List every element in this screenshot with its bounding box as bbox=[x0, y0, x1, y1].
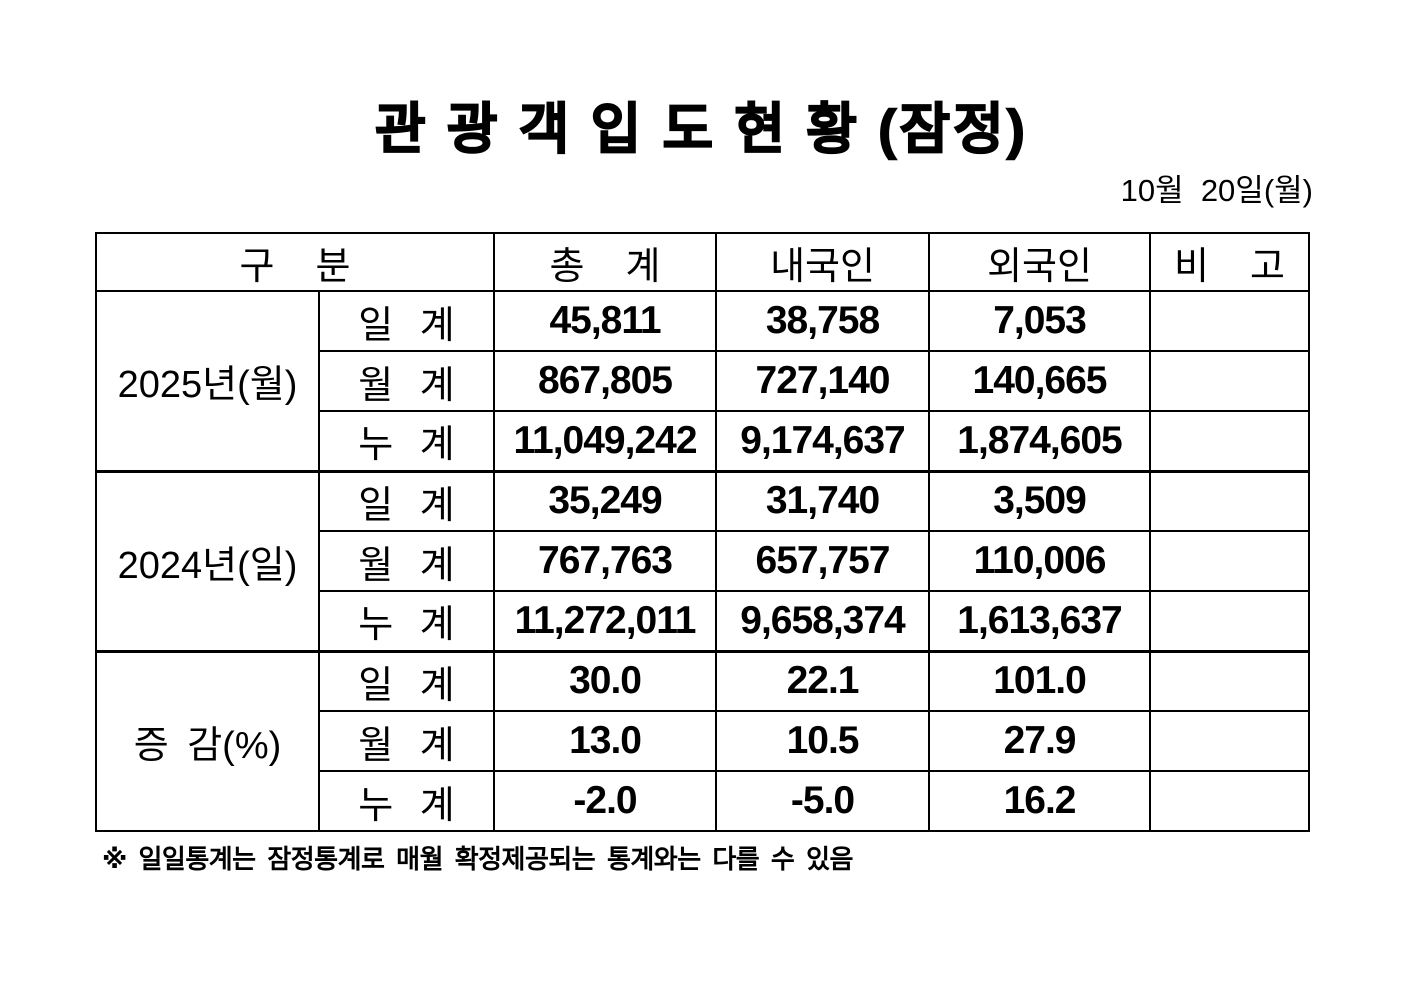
total-value: 45,811 bbox=[493, 290, 718, 352]
total-value: 11,049,242 bbox=[493, 410, 718, 472]
remarks-value bbox=[1149, 410, 1311, 472]
row-label: 월 계 bbox=[317, 710, 496, 772]
domestic-value: 727,140 bbox=[715, 350, 931, 412]
page-title: 관 광 객 입 도 현 황 (잠정) bbox=[374, 97, 1028, 161]
foreign-value: 101.0 bbox=[928, 649, 1152, 712]
table-row: 월 계 767,763 657,757 110,006 bbox=[96, 530, 1311, 592]
table-row: 월 계 867,805 727,140 140,665 bbox=[96, 350, 1311, 412]
row-label: 일 계 bbox=[317, 290, 496, 352]
group-label: 2025년(월) bbox=[95, 290, 320, 472]
col-header-category: 구 분 bbox=[94, 232, 496, 292]
foreign-value: 140,665 bbox=[928, 350, 1152, 412]
domestic-value: 31,740 bbox=[715, 469, 931, 532]
foreign-value: 1,613,637 bbox=[928, 590, 1152, 652]
total-value: 30.0 bbox=[493, 649, 718, 712]
table-header-row: 구 분 총 계 내국인 외국인 비 고 bbox=[94, 232, 1311, 292]
table-row: 2024년(일) 일 계 35,249 31,740 3,509 bbox=[95, 469, 1311, 652]
domestic-value: 657,757 bbox=[715, 530, 931, 592]
footnote: ※ 일일통계는 잠정통계로 매월 확정제공되는 통계와는 다를 수 있음 bbox=[102, 844, 853, 874]
table-body: 2025년(월) 일 계 45,811 38,758 7,053 월 계 867,805 72… bbox=[95, 290, 1311, 832]
foreign-value: 27.9 bbox=[928, 710, 1152, 772]
remarks-value bbox=[1149, 710, 1311, 772]
domestic-value: 10.5 bbox=[715, 710, 931, 772]
total-value: 35,249 bbox=[493, 469, 718, 532]
col-header-total: 총 계 bbox=[493, 232, 718, 292]
group-label: 2024년(일) bbox=[95, 469, 320, 652]
remarks-value bbox=[1149, 649, 1311, 712]
remarks-value bbox=[1149, 530, 1311, 592]
table-row: 월 계 13.0 10.5 27.9 bbox=[96, 710, 1311, 772]
row-label: 월 계 bbox=[317, 530, 496, 592]
table-row: 2025년(월) 일 계 45,811 38,758 7,053 bbox=[95, 290, 1311, 472]
row-label: 누 계 bbox=[317, 410, 496, 472]
report-date: 10월 20일(월) bbox=[1120, 173, 1313, 208]
group-label: 증 감(%) bbox=[95, 649, 320, 832]
table-row: 증 감(%) 일 계 30.0 22.1 101.0 bbox=[95, 649, 1311, 832]
row-label: 일 계 bbox=[317, 649, 496, 712]
table-header: 구 분 총 계 내국인 외국인 비 고 bbox=[94, 232, 1311, 292]
total-value: 867,805 bbox=[493, 350, 718, 412]
row-label: 일 계 bbox=[317, 469, 496, 532]
foreign-value: 16.2 bbox=[928, 770, 1152, 832]
table-row: 누 계 11,049,242 9,174,637 1,874,605 bbox=[96, 410, 1311, 472]
remarks-value bbox=[1149, 290, 1311, 352]
remarks-value bbox=[1149, 469, 1311, 532]
total-value: -2.0 bbox=[493, 770, 718, 832]
remarks-value bbox=[1149, 770, 1311, 832]
tourist-arrivals-table: 구 분 총 계 내국인 외국인 비 고 2025년(월) 일 계 45,811 38,… bbox=[94, 232, 1311, 832]
domestic-value: 9,174,637 bbox=[715, 410, 931, 472]
table-row: 누 계 -2.0 -5.0 16.2 bbox=[96, 770, 1311, 832]
row-label: 누 계 bbox=[317, 590, 496, 652]
col-header-remarks: 비 고 bbox=[1149, 232, 1311, 292]
row-label: 누 계 bbox=[317, 770, 496, 832]
col-header-domestic: 내국인 bbox=[715, 232, 931, 292]
col-header-foreign: 외국인 bbox=[928, 232, 1152, 292]
domestic-value: 22.1 bbox=[715, 649, 931, 712]
total-value: 11,272,011 bbox=[493, 590, 718, 652]
table-row: 누 계 11,272,011 9,658,374 1,613,637 bbox=[96, 590, 1311, 652]
remarks-value bbox=[1149, 350, 1311, 412]
row-label: 월 계 bbox=[317, 350, 496, 412]
remarks-value bbox=[1149, 590, 1311, 652]
foreign-value: 3,509 bbox=[928, 469, 1152, 532]
total-value: 767,763 bbox=[493, 530, 718, 592]
foreign-value: 1,874,605 bbox=[928, 410, 1152, 472]
domestic-value: 9,658,374 bbox=[715, 590, 931, 652]
domestic-value: 38,758 bbox=[715, 290, 931, 352]
domestic-value: -5.0 bbox=[715, 770, 931, 832]
foreign-value: 110,006 bbox=[928, 530, 1152, 592]
foreign-value: 7,053 bbox=[928, 290, 1152, 352]
total-value: 13.0 bbox=[493, 710, 718, 772]
